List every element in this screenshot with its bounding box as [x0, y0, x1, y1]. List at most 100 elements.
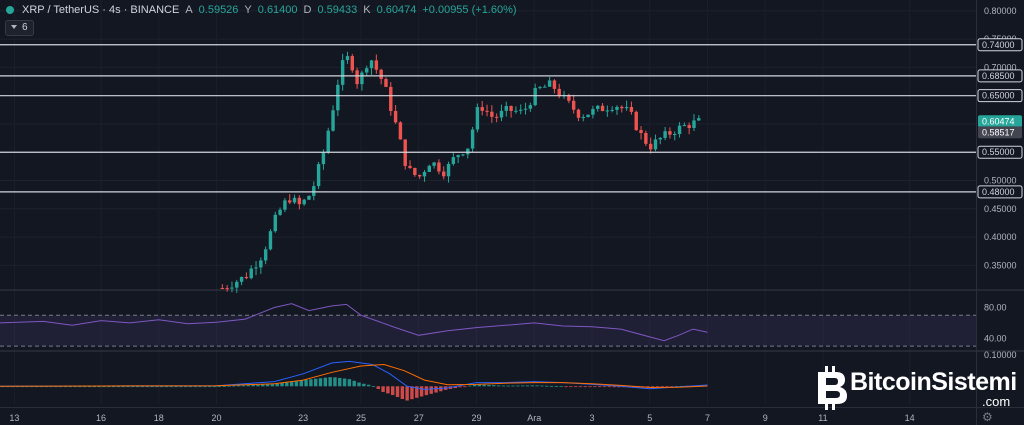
- candle-body: [432, 162, 436, 166]
- candle-body: [273, 214, 277, 232]
- macd-bar: [665, 386, 669, 388]
- macd-line: [0, 360, 708, 390]
- macd-bar: [520, 385, 525, 387]
- x-tick-label: 3: [589, 413, 594, 423]
- price-tag-label: 0.58517: [982, 127, 1015, 137]
- market-status-icon: [6, 6, 14, 14]
- candle-body: [466, 148, 470, 155]
- macd-bar: [352, 380, 356, 387]
- macd-bar: [63, 386, 68, 388]
- macd-bar: [78, 386, 82, 388]
- macd-bar: [193, 386, 198, 388]
- macd-bar: [477, 384, 482, 387]
- x-tick-label: 25: [356, 413, 366, 423]
- macd-bar: [241, 385, 246, 387]
- macd-bar: [482, 384, 486, 387]
- candle-body: [624, 107, 629, 109]
- watermark-logo: BitcoinSistemi .com: [814, 364, 1017, 416]
- macd-bar: [203, 386, 207, 388]
- candle-body: [639, 130, 643, 133]
- macd-bar: [87, 386, 92, 388]
- macd-bar: [578, 386, 583, 388]
- candle-body: [254, 267, 258, 269]
- candle-body: [576, 109, 581, 118]
- macd-bar: [674, 386, 679, 387]
- gear-icon[interactable]: ⚙: [982, 410, 993, 424]
- macd-bar: [395, 386, 400, 398]
- candle-body: [648, 143, 653, 150]
- candle-body: [321, 152, 326, 165]
- x-tick-label: 7: [705, 413, 710, 423]
- watermark-domain: .com: [982, 394, 1011, 409]
- y-tick-label: 0.80000: [984, 6, 1017, 16]
- macd-bar: [612, 386, 616, 388]
- candle-body: [288, 200, 292, 203]
- x-tick-label: 29: [471, 413, 481, 423]
- macd-bar: [516, 385, 520, 387]
- macd-bar: [415, 386, 419, 398]
- price-tag-label: 0.60474: [982, 116, 1015, 126]
- candle-body: [345, 56, 350, 61]
- macd-bar: [73, 386, 77, 388]
- candle-body: [644, 132, 648, 144]
- candle-body: [480, 107, 484, 111]
- indicator-count-chip[interactable]: 6: [5, 20, 34, 36]
- macd-bar: [251, 384, 255, 387]
- candle-body: [470, 129, 475, 149]
- candle-body: [615, 106, 619, 110]
- candle-body: [504, 105, 508, 111]
- candle-body: [586, 114, 590, 118]
- candle-body: [629, 107, 634, 112]
- low-value: 0.59433: [317, 4, 358, 16]
- candle-body: [620, 106, 624, 109]
- macd-bar: [111, 386, 116, 388]
- level-label: 0.74000: [982, 40, 1015, 50]
- candle-body: [557, 88, 561, 97]
- candle-body: [326, 130, 330, 153]
- candle-body: [673, 134, 677, 136]
- high-label: Y: [244, 4, 252, 16]
- candle-body: [331, 110, 335, 131]
- macd-bar: [246, 385, 251, 387]
- candle-body: [528, 105, 533, 109]
- candle-body: [302, 199, 306, 205]
- macd-bar: [472, 384, 477, 387]
- candle-body: [451, 157, 456, 164]
- candle-body: [682, 125, 687, 127]
- candle-body: [413, 167, 417, 175]
- candle-body: [336, 84, 340, 111]
- macd-bar: [126, 386, 130, 388]
- candle-body: [658, 137, 662, 140]
- candle-body: [692, 120, 696, 128]
- x-tick-label: 11: [818, 413, 827, 423]
- x-tick-label: 9: [763, 413, 768, 423]
- macd-bar: [184, 386, 188, 388]
- price-tag: [978, 115, 1022, 128]
- macd-bar: [304, 379, 308, 387]
- candle-body: [494, 116, 499, 118]
- macd-bar: [116, 386, 121, 388]
- macd-bar: [256, 384, 260, 387]
- macd-bar: [169, 386, 174, 388]
- low-label: D: [303, 4, 312, 16]
- candle-body: [398, 122, 403, 140]
- macd-bar: [58, 386, 63, 388]
- macd-bar: [270, 384, 275, 387]
- level-label: 0.65000: [982, 91, 1015, 101]
- macd-bar: [328, 377, 332, 387]
- candle-body: [663, 131, 667, 138]
- candle-body: [259, 260, 263, 268]
- macd-bar: [342, 378, 347, 387]
- macd-bar: [280, 383, 284, 387]
- macd-bar: [299, 380, 303, 387]
- candle-body: [312, 186, 316, 196]
- symbol-title[interactable]: XRP / TetherUS · 4s · BINANCE: [22, 4, 180, 16]
- candle-body: [263, 249, 268, 261]
- macd-bar: [588, 386, 592, 388]
- macd-bar: [232, 385, 236, 387]
- high-value: 0.61400: [257, 4, 298, 16]
- macd-bar: [593, 386, 597, 388]
- macd-bar: [121, 386, 125, 388]
- candle-body: [533, 88, 537, 106]
